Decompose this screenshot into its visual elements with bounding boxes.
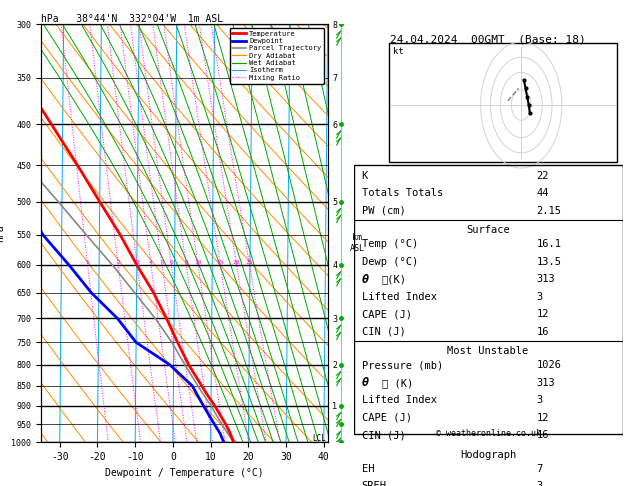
- Text: Surface: Surface: [466, 225, 510, 235]
- Text: 16.1: 16.1: [537, 239, 562, 249]
- Text: 3: 3: [537, 292, 543, 302]
- Bar: [389, 43, 617, 162]
- Y-axis label: km
ASL: km ASL: [350, 233, 364, 253]
- Text: CAPE (J): CAPE (J): [362, 309, 411, 319]
- Text: LCL: LCL: [312, 434, 326, 443]
- Text: Hodograph: Hodograph: [460, 450, 516, 460]
- Bar: [353, 165, 623, 434]
- Text: CAPE (J): CAPE (J): [362, 413, 411, 423]
- Text: 12: 12: [537, 413, 549, 423]
- Text: θ: θ: [362, 273, 369, 286]
- Text: 16: 16: [537, 431, 549, 440]
- Text: Pressure (mb): Pressure (mb): [362, 360, 443, 370]
- Text: Most Unstable: Most Unstable: [447, 346, 529, 356]
- Text: 1026: 1026: [537, 360, 562, 370]
- Text: 5: 5: [160, 260, 164, 265]
- Text: Temp (°C): Temp (°C): [362, 239, 418, 249]
- Text: 16: 16: [537, 327, 549, 337]
- Text: 2: 2: [116, 260, 120, 265]
- Text: 20: 20: [233, 260, 240, 265]
- Text: 6: 6: [169, 260, 173, 265]
- Text: CIN (J): CIN (J): [362, 327, 405, 337]
- Text: θ: θ: [362, 376, 369, 389]
- Text: 7: 7: [537, 464, 543, 474]
- X-axis label: Dewpoint / Temperature (°C): Dewpoint / Temperature (°C): [105, 468, 264, 478]
- Text: 313: 313: [537, 274, 555, 284]
- Text: ᴇ(K): ᴇ(K): [382, 274, 407, 284]
- Y-axis label: hPa: hPa: [0, 225, 6, 242]
- Text: 4: 4: [149, 260, 153, 265]
- Text: Lifted Index: Lifted Index: [362, 395, 437, 405]
- Legend: Temperature, Dewpoint, Parcel Trajectory, Dry Adiabat, Wet Adiabat, Isotherm, Mi: Temperature, Dewpoint, Parcel Trajectory…: [230, 28, 324, 84]
- Text: Dewp (°C): Dewp (°C): [362, 257, 418, 267]
- Text: Lifted Index: Lifted Index: [362, 292, 437, 302]
- Text: © weatheronline.co.uk: © weatheronline.co.uk: [436, 429, 540, 438]
- Text: K: K: [362, 171, 368, 181]
- Text: EH: EH: [362, 464, 374, 474]
- Text: 2.15: 2.15: [537, 206, 562, 216]
- Text: 25: 25: [246, 260, 253, 265]
- Text: 12: 12: [537, 309, 549, 319]
- Text: 3: 3: [537, 481, 543, 486]
- Text: 1: 1: [86, 260, 89, 265]
- Text: 24.04.2024  00GMT  (Base: 18): 24.04.2024 00GMT (Base: 18): [390, 35, 586, 45]
- Text: 13.5: 13.5: [537, 257, 562, 267]
- Text: 3: 3: [135, 260, 139, 265]
- Text: CIN (J): CIN (J): [362, 431, 405, 440]
- Text: hPa   38°44'N  332°04'W  1m ASL: hPa 38°44'N 332°04'W 1m ASL: [41, 14, 223, 23]
- Text: 313: 313: [537, 378, 555, 388]
- Text: SREH: SREH: [362, 481, 387, 486]
- Text: 10: 10: [194, 260, 202, 265]
- Text: Totals Totals: Totals Totals: [362, 188, 443, 198]
- Text: 3: 3: [537, 395, 543, 405]
- Text: 44: 44: [537, 188, 549, 198]
- Text: 8: 8: [184, 260, 188, 265]
- Text: 15: 15: [216, 260, 224, 265]
- Text: ᴇ (K): ᴇ (K): [382, 378, 413, 388]
- Text: PW (cm): PW (cm): [362, 206, 405, 216]
- Text: kt: kt: [392, 47, 403, 56]
- Text: 22: 22: [537, 171, 549, 181]
